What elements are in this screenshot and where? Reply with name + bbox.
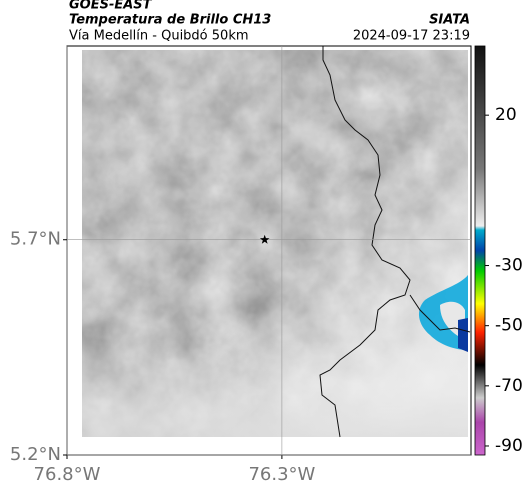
source: SIATA xyxy=(429,13,470,28)
x-tick-label: 76.8°W xyxy=(34,464,101,485)
coastline xyxy=(319,46,471,438)
colorbar-tick-label: -90 xyxy=(495,436,523,456)
x-tick-label: 76.3°W xyxy=(248,464,315,485)
colorbar-tick-label: -30 xyxy=(495,256,523,276)
colorbar-tick-label: -70 xyxy=(495,376,523,396)
region: Vía Medellín - Quibdó 50km xyxy=(69,29,249,44)
colorbar xyxy=(474,45,486,456)
colorbar-tick-label: 20 xyxy=(495,105,517,125)
satellite-image xyxy=(82,50,468,437)
y-tick-label: 5.2°N xyxy=(10,444,61,465)
satellite: GOES-EAST xyxy=(69,0,153,13)
y-tick-label: 5.7°N xyxy=(10,229,61,250)
colorbar-tick-label: -50 xyxy=(495,316,523,336)
product: Temperatura de Brillo CH13 xyxy=(69,13,271,28)
location-marker xyxy=(259,234,270,244)
timestamp: 2024-09-17 23:19 xyxy=(353,29,470,44)
